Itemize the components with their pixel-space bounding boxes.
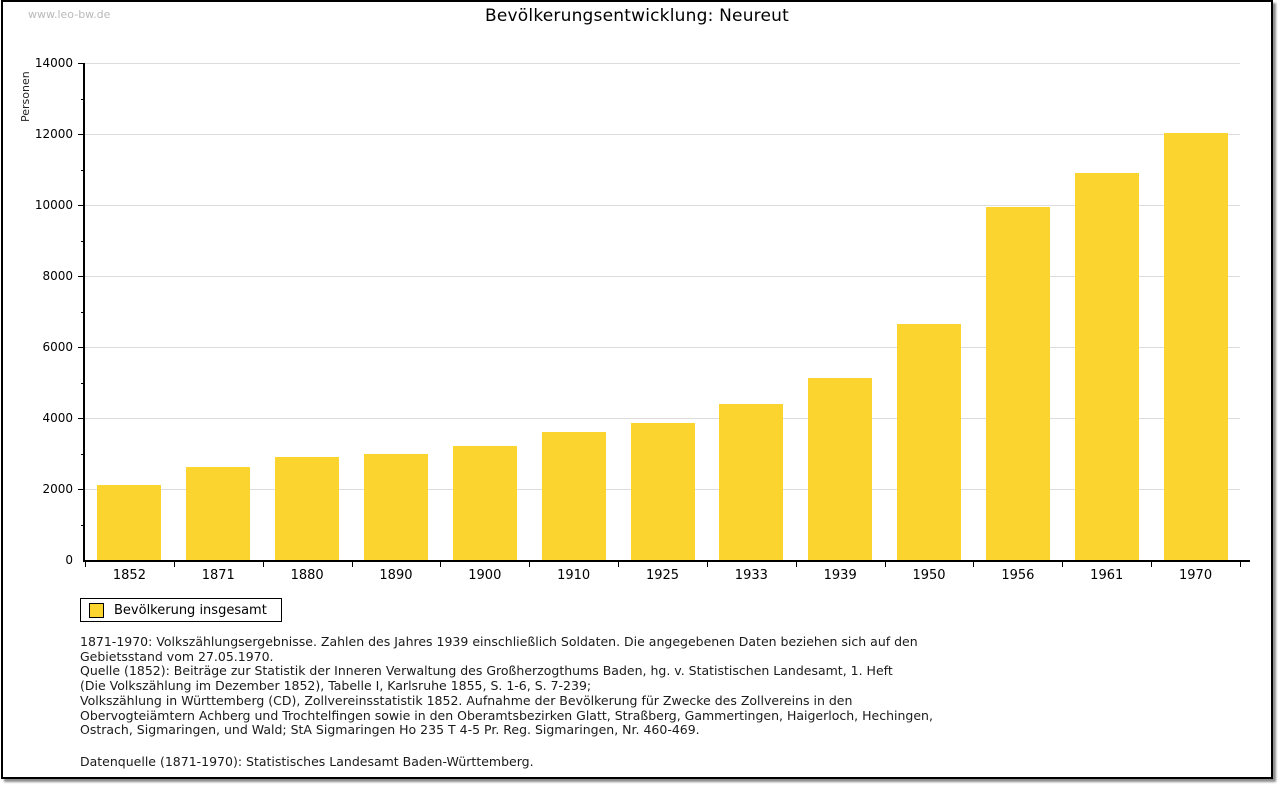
x-boundary-tick [262, 562, 264, 567]
source-notes: 1871-1970: Volkszählungsergebnisse. Zahl… [80, 634, 1241, 770]
bar [1074, 173, 1139, 560]
y-major-tick [78, 205, 85, 206]
watermark: www.leo-bw.de [28, 8, 111, 21]
source-note-line: Volkszählung in Württemberg (CD), Zollve… [80, 692, 853, 708]
x-tick-label: 1880 [290, 568, 324, 583]
y-tick-label: 4000 [42, 411, 73, 425]
x-tick-label: 1890 [379, 568, 413, 583]
x-tick-label: 1933 [734, 568, 768, 583]
legend: Bevölkerung insgesamt [80, 598, 282, 622]
x-boundary-tick [85, 562, 86, 567]
y-major-tick [78, 489, 85, 490]
bar [719, 404, 784, 560]
x-boundary-tick [1240, 562, 1241, 567]
legend-label: Bevölkerung insgesamt [114, 602, 267, 618]
source-note-line: (Die Volkszählung im Dezember 1852), Tab… [80, 678, 592, 694]
y-tick-label: 12000 [34, 127, 73, 141]
x-boundary-tick [351, 562, 353, 567]
x-tick-label: 1852 [112, 568, 146, 583]
source-note-line: 1871-1970: Volkszählungsergebnisse. Zahl… [80, 634, 918, 649]
y-tick-label: 10000 [34, 198, 73, 212]
x-tick-label: 1900 [468, 568, 502, 583]
x-boundary-tick [440, 562, 442, 567]
bar [897, 323, 962, 560]
x-boundary-tick [529, 562, 531, 567]
x-tick-label: 1956 [1001, 568, 1035, 583]
bar [275, 456, 340, 560]
bar-chart: Personen 0 2000 4000 6000 8000 10000 12000 1400… [3, 2, 1271, 777]
x-tick-label: 1939 [823, 568, 857, 583]
gridline [85, 418, 1240, 419]
source-note-line: Gebietsstand vom 27.05.1970. [80, 648, 274, 664]
x-tick-label: 1950 [912, 568, 946, 583]
y-major-tick [78, 347, 85, 348]
y-tick-label: 14000 [34, 56, 73, 70]
x-boundary-tick [1062, 562, 1064, 567]
bar [452, 445, 517, 560]
y-major-tick [78, 276, 85, 277]
x-tick-label: 1970 [1179, 568, 1213, 583]
x-boundary-tick [618, 562, 620, 567]
gridline [85, 134, 1240, 135]
y-tick-label: 6000 [42, 340, 73, 354]
x-boundary-tick [1151, 562, 1153, 567]
page-title: Bevölkerungsentwicklung: Neureut [485, 6, 789, 26]
x-tick-label: 1925 [645, 568, 680, 583]
y-tick-label: 8000 [42, 269, 73, 283]
bar [1163, 132, 1228, 560]
gridline [85, 347, 1240, 348]
x-boundary-tick [973, 562, 975, 567]
x-boundary-tick [884, 562, 886, 567]
bar [363, 453, 428, 560]
data-source-line: Datenquelle (1871-1970): Statistisches L… [80, 753, 534, 769]
y-tick-label: 0 [65, 553, 73, 567]
source-note-line: Obervogteiämtern Achberg und Trochtelfin… [80, 707, 933, 723]
y-major-tick [78, 418, 85, 419]
legend-swatch [89, 602, 104, 618]
y-axis-label: Personen [19, 71, 32, 122]
gridline [85, 205, 1240, 206]
source-note-line: Ostrach, Sigmaringen, und Wald; StA Sigm… [80, 722, 700, 738]
x-tick-label: 1910 [557, 568, 591, 583]
x-boundary-tick [795, 562, 797, 567]
gridline [85, 63, 1240, 64]
bar [630, 423, 695, 560]
gridline [85, 276, 1240, 277]
x-tick-label: 1961 [1090, 568, 1124, 583]
y-axis-line [83, 63, 85, 562]
x-tick-label: 1871 [201, 568, 235, 583]
bar [186, 466, 251, 560]
y-tick-label: 2000 [42, 482, 73, 496]
x-boundary-tick [173, 562, 175, 567]
bar [808, 378, 873, 560]
bar [97, 485, 162, 560]
y-major-tick [78, 134, 85, 135]
x-boundary-tick [706, 562, 708, 567]
y-major-tick [78, 63, 85, 64]
bar [541, 431, 606, 560]
x-axis-line [83, 560, 1250, 562]
source-note-line: Quelle (1852): Beiträge zur Statistik de… [80, 663, 893, 679]
bar [985, 207, 1050, 560]
chart-page: www.leo-bw.de Bevölkerungsentwicklung: N… [1, 0, 1273, 779]
